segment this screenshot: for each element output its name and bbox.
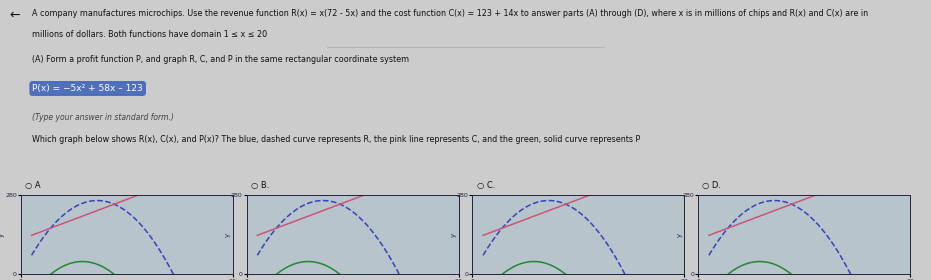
Text: A company manufactures microchips. Use the revenue function R(x) = x(72 - 5x) an: A company manufactures microchips. Use t…	[33, 9, 869, 18]
Text: millions of dollars. Both functions have domain 1 ≤ x ≤ 20: millions of dollars. Both functions have…	[33, 30, 267, 39]
Text: (Type your answer in standard form.): (Type your answer in standard form.)	[33, 113, 174, 122]
Y-axis label: y: y	[451, 232, 456, 237]
Text: ○ D.: ○ D.	[703, 181, 722, 190]
Text: (A) Form a profit function P, and graph R, C, and P in the same rectangular coor: (A) Form a profit function P, and graph …	[33, 55, 410, 64]
Text: ○ A: ○ A	[25, 181, 41, 190]
Text: ○ C.: ○ C.	[477, 181, 495, 190]
Y-axis label: y: y	[676, 232, 682, 237]
Y-axis label: y: y	[0, 232, 5, 237]
Text: Which graph below shows R(x), C(x), and P(x)? The blue, dashed curve represents : Which graph below shows R(x), C(x), and …	[33, 135, 641, 144]
Y-axis label: y: y	[224, 232, 231, 237]
Text: ←: ←	[9, 9, 20, 22]
Text: P(x) = −5x² + 58x – 123: P(x) = −5x² + 58x – 123	[33, 84, 143, 93]
Text: ○ B.: ○ B.	[251, 181, 269, 190]
